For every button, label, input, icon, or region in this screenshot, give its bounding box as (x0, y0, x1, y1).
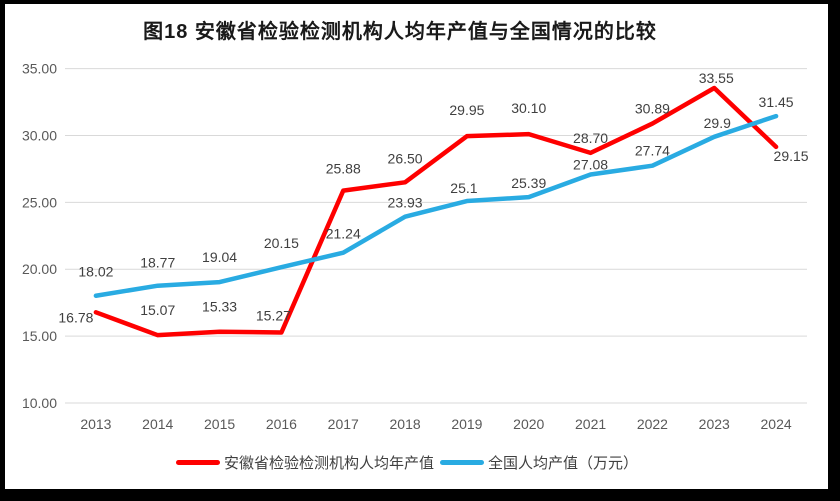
data-label-national: 29.9 (704, 115, 731, 131)
data-label-national: 27.74 (635, 143, 670, 159)
series-line-national (93, 113, 779, 298)
y-axis-tick-label: 15.00 (22, 328, 57, 344)
y-axis-tick-label: 25.00 (22, 194, 57, 210)
x-axis-tick-label: 2017 (328, 416, 359, 432)
data-label-national: 25.1 (450, 180, 477, 196)
data-label-national: 18.77 (140, 255, 175, 271)
data-label-anhui: 29.95 (449, 102, 484, 118)
data-label-anhui: 28.70 (573, 130, 608, 146)
data-label-national: 27.08 (573, 157, 608, 173)
data-label-national: 31.45 (759, 94, 794, 110)
x-axis-tick-label: 2021 (575, 416, 606, 432)
data-label-anhui: 33.55 (699, 70, 734, 86)
data-label-national: 21.24 (326, 226, 361, 242)
data-label-anhui: 16.78 (58, 309, 93, 325)
x-axis-tick-label: 2014 (142, 416, 173, 432)
legend: 安徽省检验检测机构人均年产值 全国人均产值（万元） (0, 452, 810, 472)
legend-label-anhui: 安徽省检验检测机构人均年产值 (223, 454, 434, 472)
chart-title: 图18 安徽省检验检测机构人均年产值与全国情况的比较 (143, 21, 657, 43)
y-axis-tick-label: 35.00 (22, 61, 57, 77)
legend-swatch-national (440, 459, 484, 465)
legend-swatch-anhui (175, 459, 220, 465)
y-axis-tick-label: 10.00 (22, 395, 57, 411)
data-label-anhui: 25.88 (326, 161, 361, 177)
x-axis-tick-label: 2016 (266, 416, 297, 432)
data-label-anhui: 15.07 (140, 302, 175, 318)
x-axis-tick-label: 2019 (451, 416, 482, 432)
data-label-anhui: 30.10 (511, 100, 546, 116)
series-line-anhui (93, 85, 779, 338)
chart-panel (5, 4, 828, 489)
data-label-national: 25.39 (511, 175, 546, 191)
data-label-anhui: 29.15 (774, 148, 809, 164)
data-label-anhui: 30.89 (635, 101, 670, 117)
data-label-anhui: 15.33 (202, 299, 237, 315)
x-axis-tick-label: 2023 (699, 416, 730, 432)
legend-label-national: 全国人均产值（万元） (488, 454, 639, 472)
data-label-anhui: 26.50 (388, 150, 423, 166)
data-label-national: 19.04 (202, 249, 237, 265)
x-axis-tick-label: 2013 (80, 416, 111, 432)
y-axis-tick-label: 30.00 (22, 127, 57, 143)
data-label-national: 18.02 (78, 264, 113, 280)
data-label-national: 23.93 (388, 195, 423, 211)
data-label-national: 20.15 (264, 235, 299, 251)
x-axis-tick-label: 2015 (204, 416, 235, 432)
y-axis-tick-label: 20.00 (22, 261, 57, 277)
x-axis-tick-label: 2020 (513, 416, 544, 432)
x-axis-tick-label: 2022 (637, 416, 668, 432)
data-label-anhui: 15.27 (256, 308, 291, 324)
x-axis-tick-label: 2024 (761, 416, 792, 432)
x-axis-tick-label: 2018 (390, 416, 421, 432)
